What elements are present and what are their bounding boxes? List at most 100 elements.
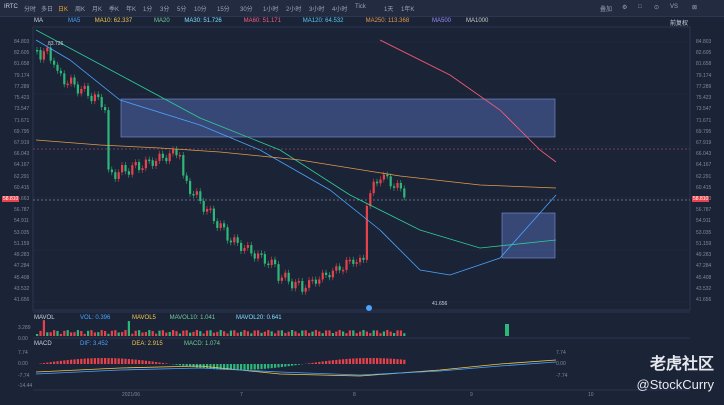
volume-bar [151, 331, 154, 336]
volume-bar [236, 332, 239, 336]
timeframe-tab[interactable]: 年K [126, 7, 137, 13]
timeframe-tab[interactable]: 15分 [217, 7, 230, 13]
timeframe-tab[interactable]: 1小时 [263, 7, 279, 13]
macd-bar [216, 364, 219, 370]
indicator-label[interactable]: MACD [34, 341, 52, 347]
candle-body [243, 247, 246, 251]
candle-body [226, 227, 229, 241]
candle-body [124, 165, 127, 172]
candle-body [151, 160, 154, 166]
price-tick-left: 73.547 [14, 106, 30, 113]
indicator-value: MA500 [432, 18, 452, 24]
candle-body [345, 259, 348, 270]
candle-body [379, 179, 382, 184]
candle-body [386, 174, 389, 177]
toolbar-icon[interactable]: VS [670, 4, 679, 10]
candle-body [287, 272, 290, 282]
candle-body [399, 182, 402, 189]
timeframe-tab[interactable]: 日K [58, 7, 69, 13]
timeframe-tab[interactable]: 5分 [177, 7, 187, 13]
volume-bar [369, 333, 372, 336]
price-tick-left: 66.043 [14, 151, 30, 158]
volume-bar [189, 332, 192, 336]
indicator-label[interactable]: MAVOL [34, 315, 55, 321]
macd-bar [342, 359, 345, 364]
volume-bar [39, 330, 42, 336]
timeframe-tab[interactable]: 月K [92, 7, 103, 13]
macd-bar [260, 364, 263, 370]
candle-body [369, 193, 372, 206]
candle-body [219, 223, 222, 228]
candle-body [104, 107, 107, 111]
timeframe-tab[interactable]: 分时 [24, 7, 37, 13]
volume-bar [403, 333, 406, 336]
macd-bar [291, 364, 294, 366]
timeframe-tab[interactable]: 10分 [194, 7, 207, 13]
candle-body [39, 50, 42, 60]
candle-body [294, 282, 297, 289]
ticker-symbol: IRTC [4, 4, 18, 10]
volume-bar [399, 330, 402, 336]
macd-bar [287, 364, 290, 367]
candle-body [301, 281, 304, 292]
timeframe-tab[interactable]: 1分 [143, 7, 153, 13]
candle-body [311, 279, 314, 282]
toolbar-icon[interactable]: 叠加 [600, 7, 613, 13]
macd-bar [117, 358, 120, 364]
macd-bar [175, 364, 178, 365]
timeframe-tab[interactable]: 季K [109, 7, 120, 13]
volume-bar [168, 331, 171, 336]
indicator-value: MA20 [154, 18, 170, 24]
volume-bar [148, 330, 151, 336]
macd-bar [56, 361, 59, 364]
volume-bar [233, 330, 236, 336]
volume-bar [284, 332, 287, 336]
indicator-label[interactable]: MA [34, 18, 43, 24]
timeframe-tab[interactable]: 周K [75, 7, 86, 13]
timeframe-tab[interactable]: Tick [355, 4, 366, 10]
timeframe-tab[interactable]: 多日 [41, 7, 54, 13]
indicator-value: MA1000 [466, 18, 489, 24]
macd-bar [124, 358, 127, 364]
volume-bar [185, 330, 188, 336]
adjust-label[interactable]: 前复权 [670, 21, 689, 27]
candle-body [223, 223, 226, 228]
toolbar-icon[interactable]: ⊠ [692, 5, 698, 11]
volume-bar [138, 330, 141, 336]
price-tick-left: 82.605 [14, 50, 30, 57]
volume-bar [117, 332, 120, 336]
candle-body [342, 269, 345, 272]
candle-body [396, 182, 399, 188]
macd-bar [379, 358, 382, 364]
dea-line [35, 361, 557, 376]
macd-bar [321, 361, 324, 364]
toolbar-icon[interactable]: ⚙ [622, 5, 628, 11]
volume-bar [294, 331, 297, 336]
toolbar-icon[interactable]: □ [638, 4, 642, 10]
current-price-tag-right: 58.810 [692, 196, 710, 202]
candle-body [280, 277, 283, 281]
timeframe-tab[interactable]: 1天 [384, 7, 394, 13]
timeframe-tab[interactable]: 1年K [401, 7, 415, 13]
volume-bar [314, 330, 317, 336]
volume-bar [301, 330, 304, 336]
time-tick: 10 [588, 392, 594, 398]
candle-body [274, 259, 277, 265]
timeframe-tab[interactable]: 3分 [160, 7, 170, 13]
timeframe-tab[interactable]: 4小时 [332, 7, 348, 13]
toolbar-icon[interactable]: ⊙ [654, 5, 660, 11]
timeframe-tab[interactable]: 2小时 [286, 7, 302, 13]
timeframe-tab[interactable]: 30分 [240, 7, 253, 13]
timeframe-tab[interactable]: 3小时 [309, 7, 325, 13]
volume-bar [216, 331, 219, 336]
candle-body [114, 172, 117, 179]
volume-bar [144, 331, 147, 336]
macd-bar [243, 364, 246, 370]
price-tick-right: 81.658 [696, 61, 712, 68]
volume-bar [93, 332, 96, 336]
macd-bar [308, 363, 311, 364]
candle-body [335, 266, 338, 271]
macd-bar [219, 364, 222, 370]
volume-bar [379, 333, 382, 336]
